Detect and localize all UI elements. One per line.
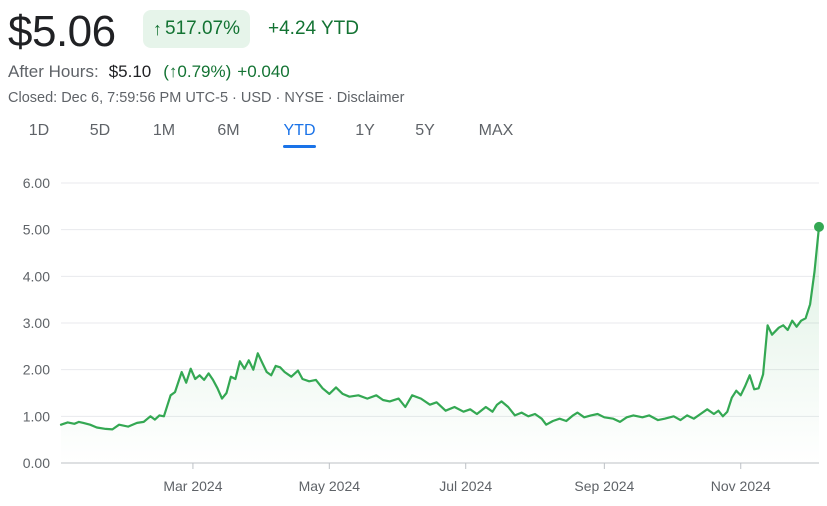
x-tick-label: May 2024 bbox=[299, 478, 361, 494]
x-axis: Mar 2024 May 2024 Jul 2024 Sep 2024 Nov 2024 bbox=[163, 463, 771, 494]
tab-1d[interactable]: 1D bbox=[28, 122, 50, 139]
tab-1y[interactable]: 1Y bbox=[355, 122, 375, 139]
after-hours-label: After Hours: bbox=[8, 62, 99, 81]
x-tick-label: Sep 2024 bbox=[574, 478, 634, 494]
tab-5d[interactable]: 5D bbox=[89, 122, 111, 139]
y-axis: 0.00 1.00 2.00 3.00 4.00 5.00 6.00 bbox=[23, 175, 50, 471]
x-tick-label: Jul 2024 bbox=[439, 478, 492, 494]
tab-1m[interactable]: 1M bbox=[152, 122, 176, 139]
ytd-change: +4.24 YTD bbox=[268, 18, 360, 39]
tab-ytd[interactable]: YTD bbox=[283, 118, 316, 148]
y-tick-label: 0.00 bbox=[23, 455, 50, 471]
ytd-percent-value: 517.07% bbox=[165, 18, 241, 39]
after-hours-percent-value: 0.79%) bbox=[177, 62, 232, 81]
price-line bbox=[59, 225, 821, 431]
closed-info: Closed: Dec 6, 7:59:56 PM UTC-5 · USD · … bbox=[8, 90, 405, 106]
after-hours-price: $5.10 bbox=[108, 62, 152, 81]
arrow-up-icon: ↑ bbox=[153, 18, 162, 39]
after-hours-paren: ( bbox=[163, 62, 169, 81]
y-tick-label: 4.00 bbox=[23, 268, 50, 284]
after-hours-change: +0.040 bbox=[237, 62, 290, 81]
y-tick-label: 3.00 bbox=[23, 315, 50, 331]
x-tick-label: Nov 2024 bbox=[711, 478, 771, 494]
tab-6m[interactable]: 6M bbox=[217, 122, 240, 139]
x-tick-label: Mar 2024 bbox=[163, 478, 222, 494]
last-price-dot bbox=[814, 221, 824, 232]
y-tick-label: 2.00 bbox=[23, 362, 50, 378]
tab-5y[interactable]: 5Y bbox=[415, 122, 435, 139]
price-area-fill bbox=[61, 226, 819, 463]
arrow-up-icon: ↑ bbox=[168, 62, 178, 81]
tab-max[interactable]: MAX bbox=[478, 122, 514, 139]
after-hours-row: After Hours: $5.10 (↑0.79%) +0.040 bbox=[8, 60, 290, 84]
y-tick-label: 1.00 bbox=[23, 408, 50, 424]
y-tick-label: 5.00 bbox=[23, 222, 50, 238]
current-price: $5.06 bbox=[8, 7, 116, 56]
ytd-percent-badge: ↑ 517.07% bbox=[143, 10, 251, 48]
after-hours-percent: (↑0.79%) bbox=[163, 60, 231, 84]
y-tick-label: 6.00 bbox=[23, 175, 50, 191]
